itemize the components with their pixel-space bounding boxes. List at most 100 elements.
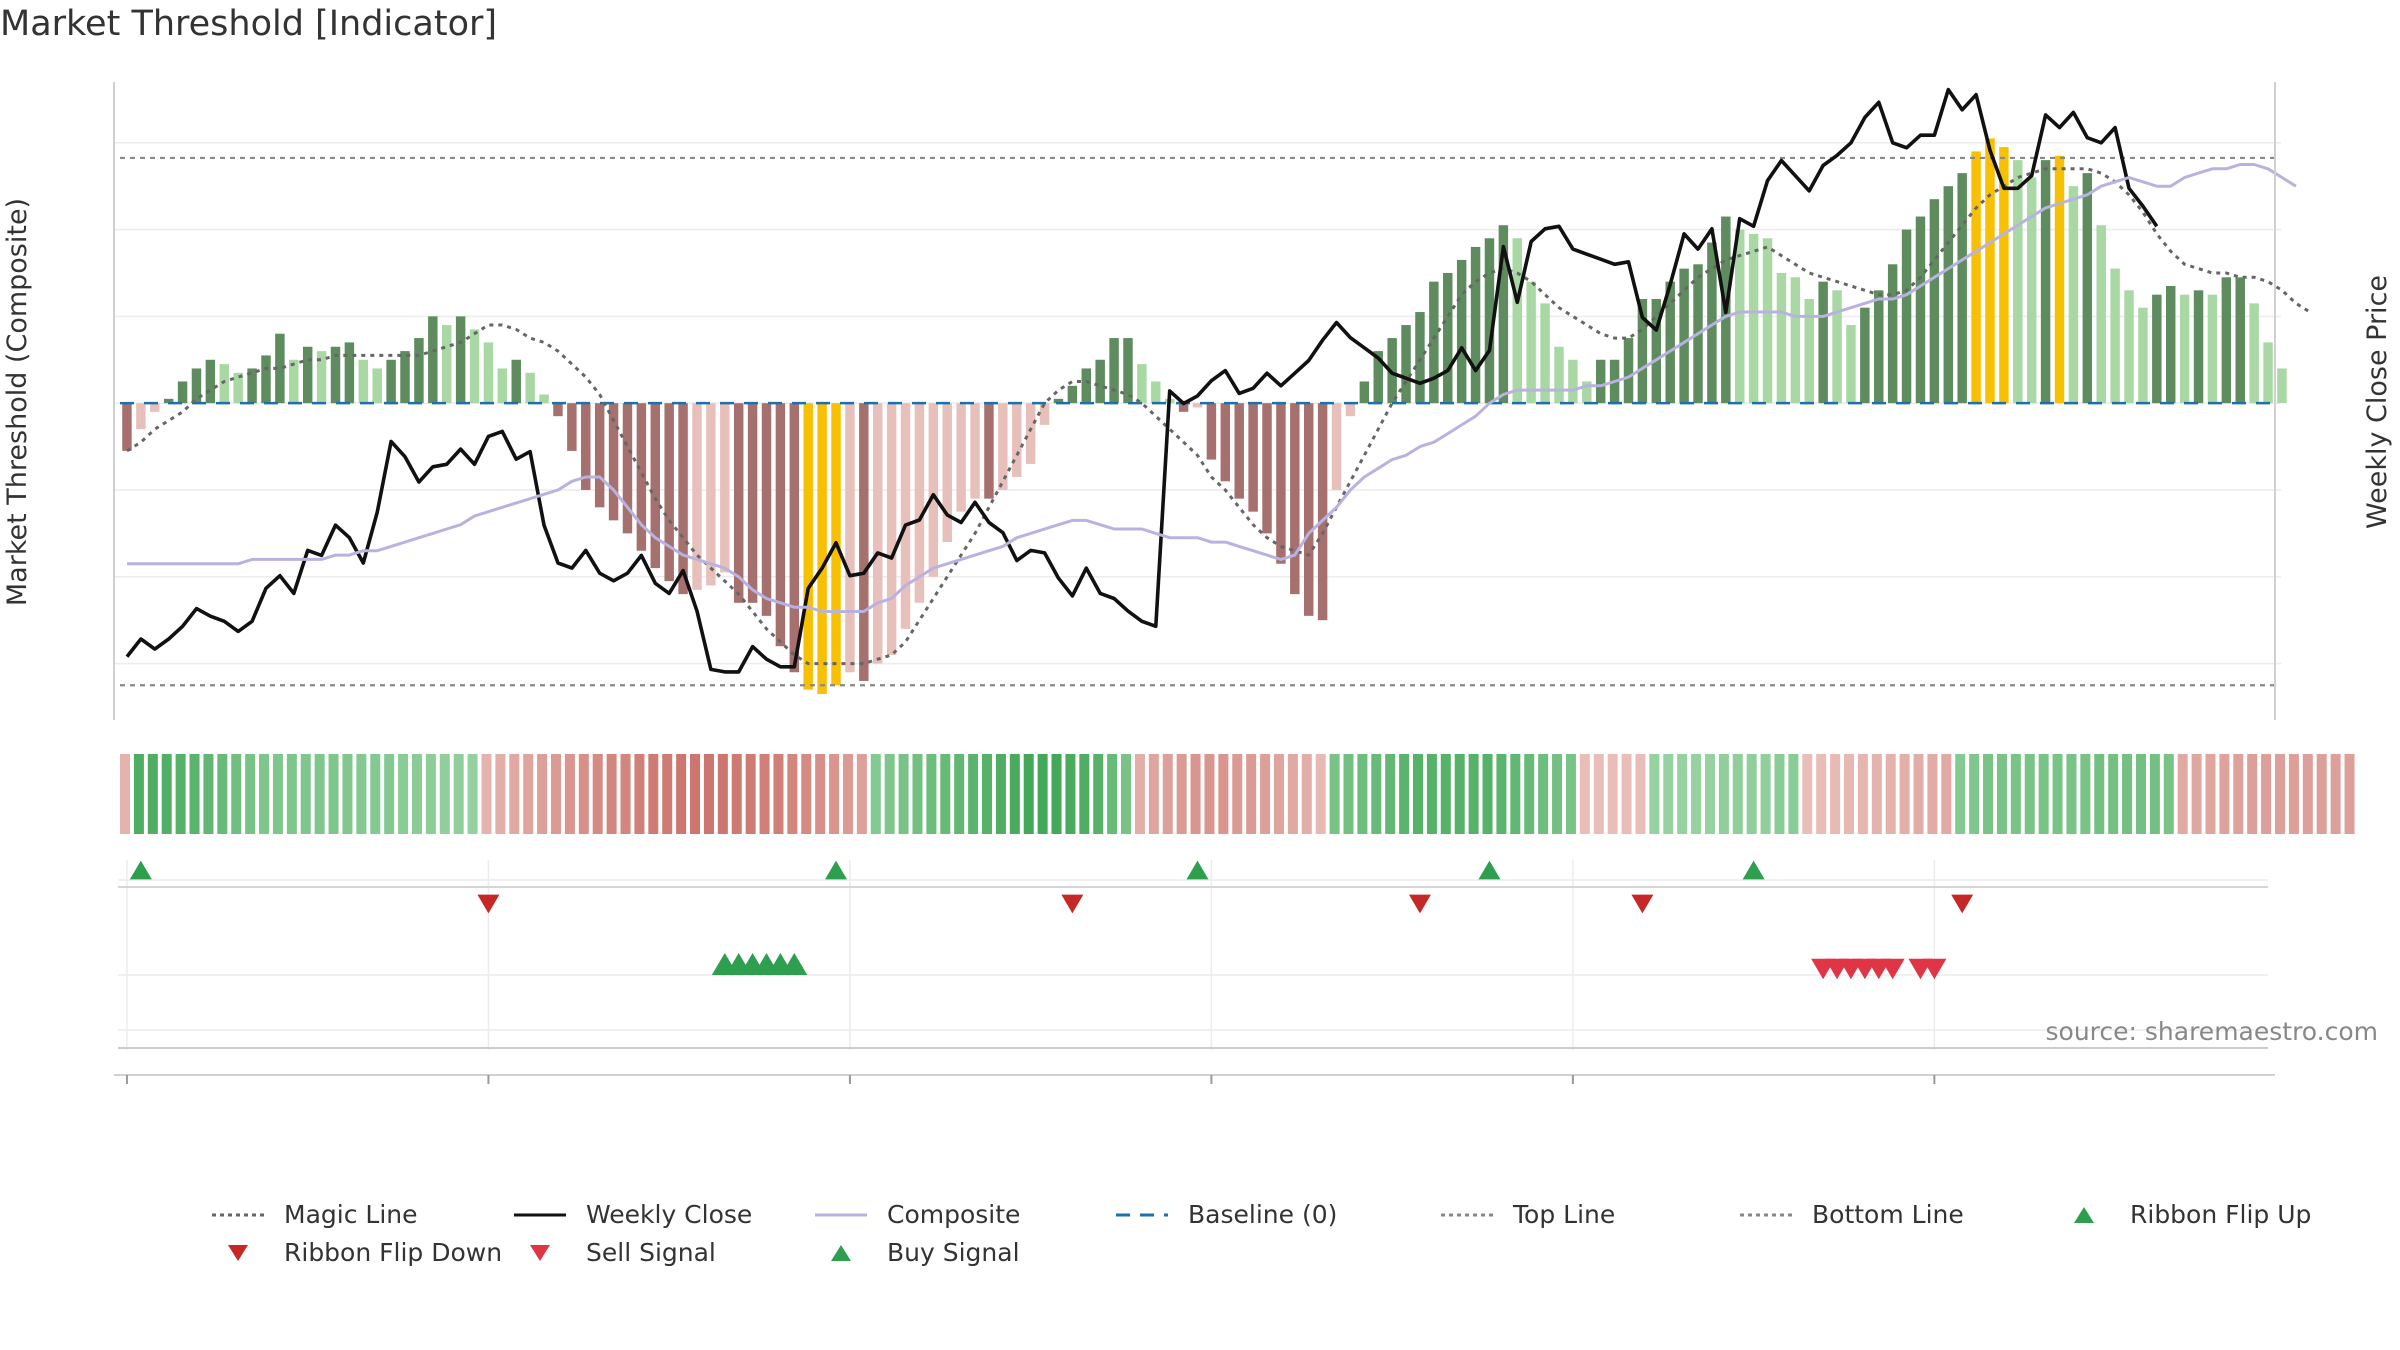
- histogram-bar: [2249, 303, 2259, 404]
- histogram-bar: [1957, 173, 1967, 404]
- ribbon-cell: [592, 754, 603, 834]
- histogram-bar: [261, 355, 271, 404]
- histogram-bar: [2263, 342, 2273, 404]
- ribbon-cell: [1635, 754, 1646, 834]
- ribbon-cell: [1718, 754, 1729, 834]
- ribbon-cell: [1996, 754, 2007, 834]
- ribbon-cell: [1121, 754, 1132, 834]
- ribbon-cell: [2135, 754, 2146, 834]
- histogram-bar: [1790, 277, 1801, 404]
- ribbon-flip-up-marker: [1742, 860, 1765, 880]
- ribbon-cell: [1009, 754, 1020, 834]
- histogram-bar: [1137, 364, 1147, 404]
- histogram-bar: [1206, 403, 1217, 460]
- histogram-bar: [594, 403, 605, 508]
- histogram-bar: [441, 325, 452, 404]
- ribbon-cell: [2024, 754, 2035, 834]
- histogram-bar: [1776, 272, 1787, 404]
- histogram-bar: [845, 403, 855, 673]
- ribbon-cell: [1273, 754, 1284, 834]
- ribbon-cell: [787, 754, 798, 834]
- ribbon-cell: [2233, 754, 2244, 834]
- ribbon-cell: [203, 754, 214, 834]
- ribbon-cell: [2108, 754, 2119, 834]
- ribbon-cell: [1037, 754, 1048, 834]
- histogram-bar: [1484, 238, 1495, 404]
- ribbon-cell: [1440, 754, 1451, 834]
- histogram-bar: [1748, 233, 1759, 404]
- histogram-bar: [928, 403, 939, 577]
- legend-marker-dotted-line: [1441, 1213, 1493, 1216]
- composite-histogram: [122, 138, 2287, 694]
- histogram-bar: [1039, 403, 1050, 425]
- ribbon-cell: [745, 754, 756, 834]
- ribbon-cell: [1649, 754, 1660, 834]
- ribbon-cell: [328, 754, 339, 834]
- ribbon-cell: [634, 754, 645, 834]
- ribbon-cell: [1830, 754, 1841, 834]
- ribbon-cell: [1802, 754, 1813, 834]
- ribbon-cell: [2261, 754, 2272, 834]
- legend-label: Bottom Line: [1812, 1200, 1964, 1229]
- histogram-bar: [1025, 403, 1036, 464]
- histogram-bar: [2096, 225, 2106, 404]
- histogram-bar: [1345, 403, 1356, 417]
- histogram-bar: [539, 394, 549, 404]
- histogram-bar: [636, 403, 647, 551]
- ribbon-cell: [1579, 754, 1590, 834]
- buy-signal-marker: [781, 952, 808, 976]
- histogram-bar: [1498, 225, 1509, 404]
- histogram-bar: [1220, 403, 1231, 482]
- ribbon-cell: [2122, 754, 2133, 834]
- histogram-bar: [275, 333, 285, 404]
- histogram-bar: [1762, 238, 1773, 404]
- ribbon-cell: [1955, 754, 1966, 834]
- histogram-bar: [1012, 403, 1022, 477]
- histogram-bar: [1276, 403, 1286, 564]
- histogram-bar: [1568, 359, 1578, 404]
- histogram-bar: [803, 403, 813, 690]
- histogram-bar: [2082, 173, 2093, 404]
- ribbon-cell: [578, 754, 589, 834]
- histogram-bar: [1887, 264, 1898, 404]
- ribbon-cell: [968, 754, 979, 834]
- composite-line: [127, 163, 2297, 613]
- ribbon-cell: [2094, 754, 2105, 834]
- ribbon-cell: [1204, 754, 1215, 834]
- ribbon-cell: [926, 754, 937, 834]
- legend-item-sell-signal: Sell Signal: [512, 1238, 716, 1267]
- histogram-bar: [1901, 229, 1912, 404]
- histogram-bar: [455, 316, 466, 404]
- histogram-bar: [859, 403, 869, 681]
- ribbon-cell: [286, 754, 297, 834]
- histogram-bar: [2054, 155, 2065, 404]
- histogram-bar: [1443, 272, 1453, 404]
- ribbon-cell: [2038, 754, 2049, 834]
- histogram-bar: [1943, 186, 1954, 404]
- legend-triangle-down: [530, 1244, 550, 1261]
- histogram-bar: [2124, 290, 2134, 404]
- histogram-bar: [886, 403, 897, 655]
- ribbon-cell: [245, 754, 256, 834]
- legend-item-ribbon-flip-up: Ribbon Flip Up: [2056, 1200, 2311, 1229]
- signal-markers: [129, 860, 1974, 980]
- ribbon-cell: [620, 754, 631, 834]
- weekly-close-line: [125, 87, 2159, 674]
- histogram-bar: [567, 403, 577, 451]
- ribbon-cell: [690, 754, 701, 834]
- ribbon-cell: [1426, 754, 1437, 834]
- ribbon-cell: [856, 754, 867, 834]
- legend-marker-dotted-line: [212, 1213, 264, 1216]
- ribbon-cell: [1816, 754, 1827, 834]
- histogram-bar: [1151, 381, 1161, 404]
- ribbon-cell: [2344, 754, 2355, 834]
- histogram-bar: [1804, 299, 1814, 404]
- histogram-bar: [2179, 294, 2190, 404]
- histogram-bar: [1554, 346, 1564, 404]
- ribbon-cell: [175, 754, 186, 834]
- histogram-bar: [678, 403, 688, 595]
- ribbon-cell: [1538, 754, 1549, 834]
- ribbon-cell: [481, 754, 492, 834]
- histogram-bar: [2277, 368, 2287, 404]
- ribbon-cell: [384, 754, 395, 834]
